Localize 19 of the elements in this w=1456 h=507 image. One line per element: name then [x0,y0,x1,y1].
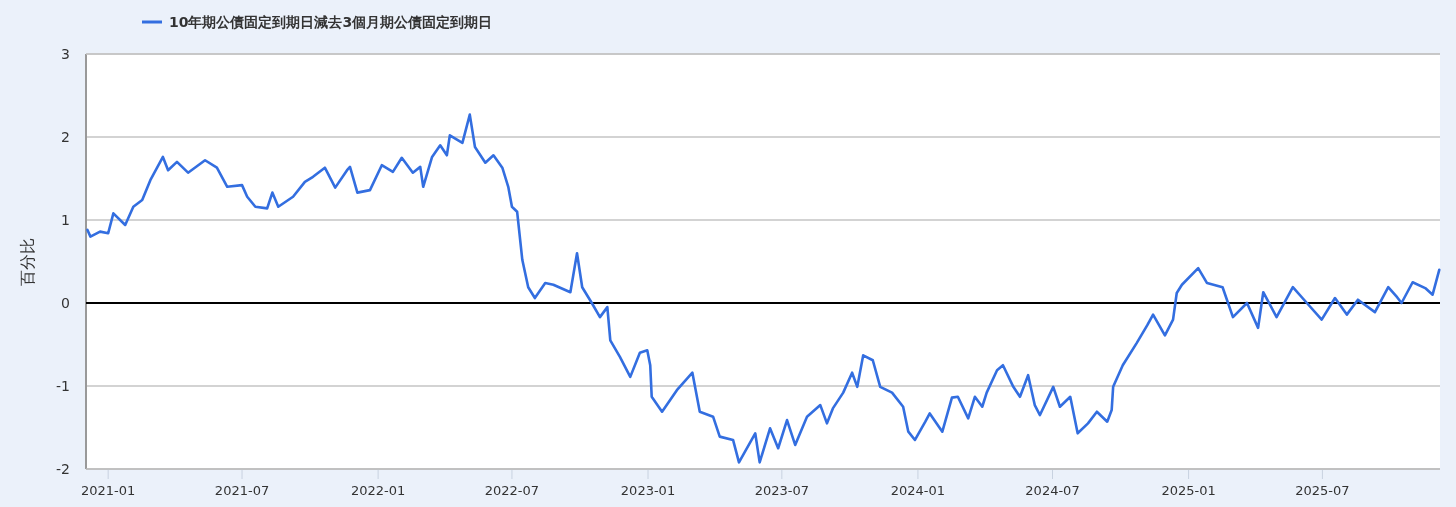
x-tick-label: 2021-01 [81,483,136,498]
x-tick-label: 2025-01 [1161,483,1216,498]
legend-label: 10年期公債固定到期日減去3個月期公債固定到期日 [169,14,493,30]
x-tick-label: 2022-01 [350,483,406,498]
x-tick-label: 2022-07 [484,483,540,498]
x-tick-label: 2021-07 [214,483,270,498]
x-tick-label: 2025-07 [1295,483,1350,498]
x-tick-label: 2023-07 [754,483,810,498]
y-tick-label: 1 [61,212,70,228]
x-tick-label: 2023-01 [620,483,676,498]
x-tick-label: 2024-07 [1025,483,1080,498]
y-tick-label: 2 [61,129,70,145]
y-tick-label: -1 [56,378,70,394]
y-tick-label: 3 [61,46,70,62]
x-tick-label: 2024-01 [890,483,946,498]
y-tick-label: -2 [56,461,70,477]
y-tick-label: 0 [61,295,70,311]
y-axis-title: 百分比 [18,237,37,286]
line-series [86,113,1441,464]
